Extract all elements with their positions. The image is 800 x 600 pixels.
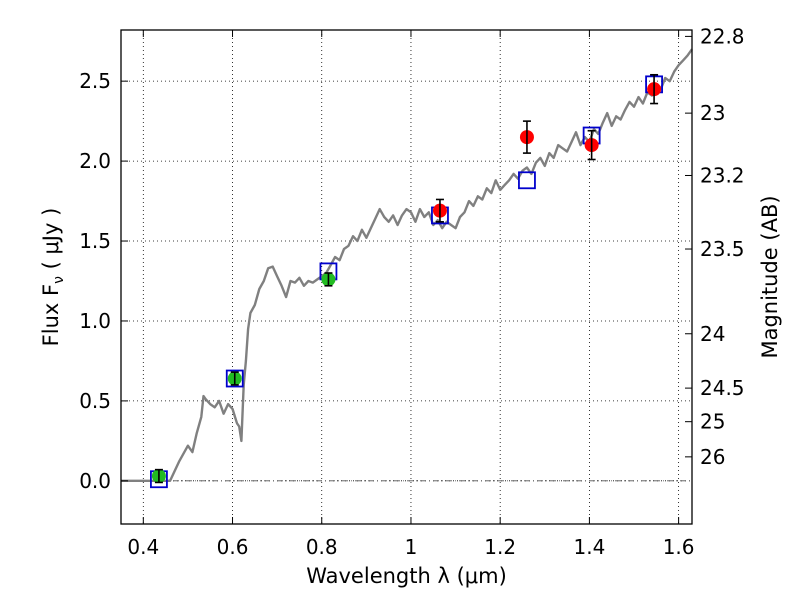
y2-tick-label: 23.5 [700,237,745,261]
y-axis-label-main: Flux F [39,284,63,346]
y2-tick-label: 23.2 [700,163,745,187]
y-axis-label-sub: ν [51,276,67,284]
y2-tick-label: 25 [700,410,725,434]
model-photometry-square [518,171,536,190]
x-tick-label: 0.4 [127,535,159,559]
y2-tick-label: 24 [700,322,725,346]
x-tick-label: 1.2 [484,535,516,559]
x-tick-label: 0.8 [306,535,338,559]
y-tick-label: 1.0 [79,309,111,333]
y-tick-label: 0.5 [79,389,111,413]
grid [121,30,692,524]
y-axis-label-units: ( μJy ) [39,208,63,276]
x-axis-label: Wavelength λ (μm) [306,564,507,588]
y-tick-label: 0.0 [79,469,111,493]
y2-tick-label: 26 [700,445,725,469]
y2-tick-label: 24.5 [700,376,745,400]
y-tick-label: 2.0 [79,149,111,173]
spectrum-line [121,48,693,482]
x-tick-label: 1 [405,535,418,559]
x-tick-label: 0.6 [217,535,249,559]
series-layer [121,48,693,489]
y2-axis-label: Magnitude (AB) [758,195,782,358]
model-photometry-square [225,369,244,388]
x-tick-label: 1.4 [573,535,605,559]
y-tick-label: 2.5 [79,69,111,93]
y-axis-label: Flux Fν ( μJy ) [39,208,67,347]
y-tick-label: 1.5 [79,229,111,253]
x-tick-label: 1.6 [663,535,695,559]
y2-tick-label: 22.8 [700,24,745,48]
ticks: 0.4 0.6 0.8 1 1.2 1.4 1.6 0.0 0.5 1.0 1.5 2.0 2.5 22.… [79,24,744,559]
plot-frame [120,29,693,525]
y2-tick-label: 23 [700,101,725,125]
